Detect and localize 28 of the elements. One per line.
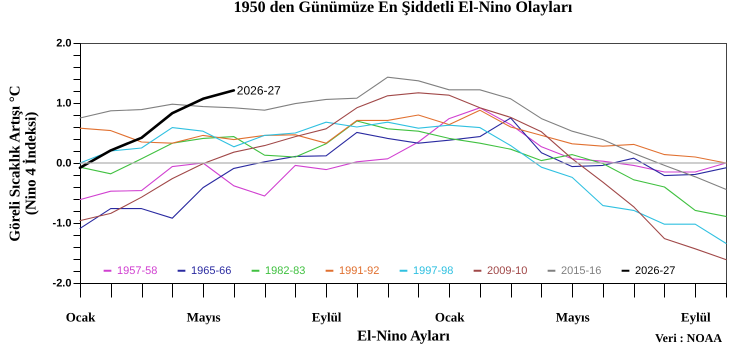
- legend-label: 1997-98: [413, 264, 454, 277]
- x-axis-title: El-Nino Ayları: [357, 328, 450, 344]
- legend-label: 2026-27: [635, 264, 676, 277]
- y-tick-label: 2.0: [56, 38, 72, 50]
- line-series: [79, 122, 727, 244]
- x-tick-label: Ocak: [66, 310, 96, 324]
- line-series: [79, 76, 727, 190]
- line-series: [79, 110, 727, 164]
- y-axis-title: Göreli Sıcaklık Artışı °C (Nino 4 İndeksi): [8, 85, 40, 242]
- chart-title: 1950 den Günümüze En Şiddetli El-Nino Olayları: [234, 0, 573, 16]
- line-series: [79, 107, 727, 200]
- legend-label: 2009-10: [487, 264, 528, 277]
- text: Veri : NOAA: [655, 331, 722, 345]
- legend-label: 1991-92: [339, 264, 380, 277]
- x-tick-label: Eylül: [680, 310, 711, 324]
- legend-label: 1957-58: [117, 264, 158, 277]
- text: 2026-27: [236, 83, 281, 98]
- y-tick-label: -1.0: [52, 218, 72, 230]
- y-tick-label: -2.0: [52, 278, 72, 290]
- y-tick-label: 1.0: [56, 98, 72, 110]
- y-tick-label: 0.0: [56, 158, 72, 170]
- x-tick-label: Mayıs: [556, 310, 590, 324]
- x-tick-label: Eylül: [312, 310, 342, 324]
- x-tick-label: Mayıs: [186, 310, 221, 324]
- x-tick-label: Ocak: [434, 310, 466, 324]
- legend-label: 2015-16: [561, 264, 602, 277]
- legend-label: 1982-83: [265, 264, 306, 277]
- legend-label: 1965-66: [191, 264, 232, 277]
